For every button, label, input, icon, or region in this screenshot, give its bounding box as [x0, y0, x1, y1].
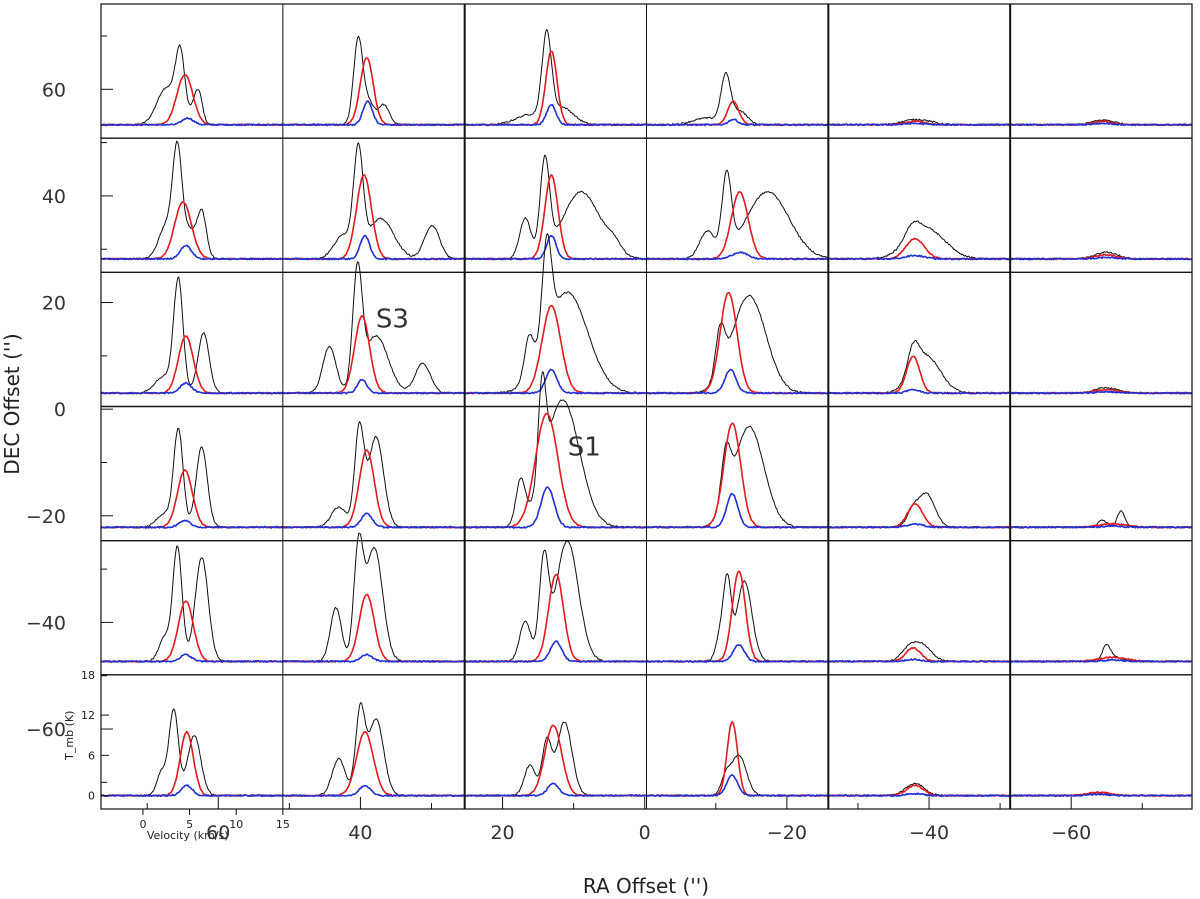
y-tick-label: 0	[54, 399, 66, 421]
spectrum-line	[1010, 524, 1193, 529]
panel-y-tick-label: 0	[88, 790, 95, 803]
spectrum-line	[646, 118, 829, 127]
spectrum-line	[1009, 792, 1193, 798]
x-tick-label: 20	[490, 822, 514, 844]
y-tick-label: 60	[42, 79, 66, 101]
panel-x-tick-label: 5	[186, 818, 193, 831]
spectrum-line	[646, 251, 829, 261]
spectrum-line	[827, 792, 1011, 798]
spectrum-line	[1009, 390, 1193, 395]
y-tick-label: 40	[42, 186, 66, 208]
panel-y-tick-label: 12	[81, 709, 95, 722]
spectrum-line	[827, 388, 1011, 395]
spectrum-line	[464, 640, 647, 663]
spectrum-line	[828, 254, 1011, 261]
spectrum-line	[1009, 256, 1193, 261]
spectrum-line	[828, 657, 1011, 663]
spectrum-line	[282, 653, 465, 663]
spectrum-line	[282, 378, 466, 395]
spectrum-line	[464, 782, 647, 798]
spectrum-line	[646, 492, 829, 529]
x-tick-label: −20	[767, 822, 807, 844]
spectrum-line	[1009, 658, 1193, 663]
spectrum-line	[828, 122, 1011, 127]
annotation-label: S1	[568, 432, 601, 462]
spectrum-line	[100, 116, 284, 127]
spectrum-line	[646, 644, 829, 663]
spectrum-line	[464, 486, 647, 529]
x-tick-label: −60	[1051, 822, 1091, 844]
panel-grid	[100, 3, 1193, 810]
x-tick-label: 0	[639, 822, 651, 844]
y-axis-title: DEC Offset ('')	[0, 333, 24, 474]
spectrum-line	[282, 784, 466, 798]
y-tick-label: −60	[26, 719, 66, 741]
spectrum-line	[646, 368, 829, 395]
x-tick-label: 60	[206, 822, 230, 844]
spectrum-line	[1009, 122, 1193, 127]
y-tick-label: 20	[42, 293, 66, 315]
panel-y-tick-label: 6	[88, 749, 95, 762]
annotations: S3 S1	[376, 305, 601, 463]
spectrum-line	[282, 234, 466, 261]
panel-y-tick-label: 18	[81, 669, 95, 682]
panel-x-tick-label: 0	[139, 818, 146, 831]
spectrum-line	[282, 100, 466, 127]
panel-axes: 0 6 12 18 0 5 10 15 Velocity (km/s) T_mb (K)	[63, 669, 290, 842]
y-tick-label: −20	[26, 506, 66, 528]
panel-y-axis-title: T_mb (K)	[63, 711, 76, 761]
spectra-layer	[100, 29, 1193, 798]
spectrum-line	[464, 368, 648, 395]
spectrum-line	[464, 104, 647, 127]
spectrum-line	[101, 653, 284, 663]
panel-x-tick-label: 15	[276, 818, 290, 831]
spectrum-line	[827, 522, 1011, 529]
spectrum-line	[282, 512, 466, 529]
spectrum-line	[464, 234, 647, 261]
y-tick-label: −40	[26, 612, 66, 634]
spectrum-line	[100, 244, 284, 261]
spectrum-line	[100, 381, 283, 395]
spectrum-line	[646, 773, 829, 798]
axis-ticks	[101, 35, 1143, 809]
spectrum-line	[282, 261, 466, 395]
x-axis-title: RA Offset ('')	[583, 874, 709, 898]
x-tick-label: −40	[909, 822, 949, 844]
spectrum-line	[100, 519, 283, 529]
x-tick-label: 40	[348, 822, 372, 844]
panel-x-axis-title: Velocity (km/s)	[147, 829, 229, 842]
spectrum-line	[100, 784, 283, 798]
panel-x-tick-label: 10	[229, 818, 243, 831]
annotation-label: S3	[376, 305, 409, 335]
